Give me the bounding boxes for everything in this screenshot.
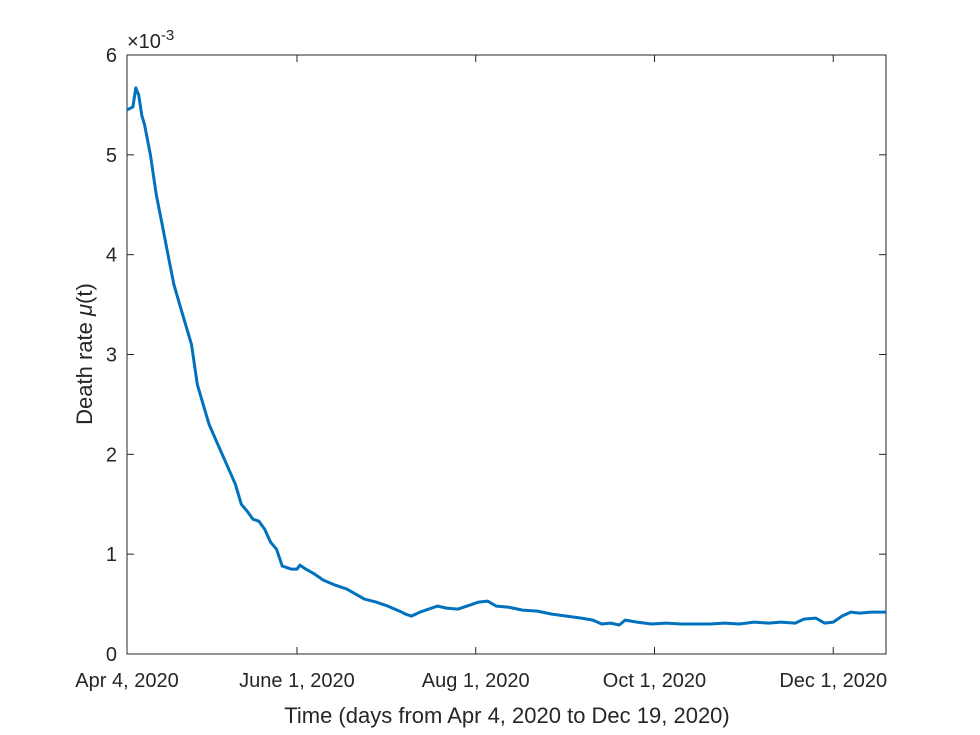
x-tick-label: Apr 4, 2020 (75, 670, 178, 692)
y-tick-label: 2 (106, 444, 117, 466)
x-axis: Apr 4, 2020 June 1, 2020 Aug 1, 2020 Oct 1,… (75, 55, 887, 692)
y-axis-label: Death rate μ(t) (72, 283, 97, 425)
x-tick-label: Oct 1, 2020 (603, 670, 706, 692)
series-line (126, 86, 886, 627)
y-tick-label: 4 (106, 245, 117, 267)
x-tick-label: June 1, 2020 (239, 670, 355, 692)
y-tick-label: 6 (106, 45, 117, 67)
x-tick-label: Dec 1, 2020 (779, 670, 887, 692)
y-exponent-label: ×10-3 (127, 27, 174, 53)
x-axis-label: Time (days from Apr 4, 2020 to Dec 19, 2… (284, 703, 730, 728)
y-exponent-power: -3 (161, 27, 174, 44)
y-exponent-base: ×10 (127, 31, 161, 53)
y-axis-label-text: Death rate (72, 316, 97, 425)
y-axis: 0 1 2 3 4 5 6 (106, 45, 886, 666)
y-tick-label: 1 (106, 544, 117, 566)
y-axis-label-symbol: μ (72, 304, 97, 317)
y-axis-label-suffix: (t) (72, 283, 97, 304)
x-tick-label: Aug 1, 2020 (422, 670, 530, 692)
y-tick-label: 5 (106, 145, 117, 167)
plot-area (126, 54, 887, 655)
y-tick-label: 0 (106, 644, 117, 666)
y-tick-label: 3 (106, 345, 117, 367)
